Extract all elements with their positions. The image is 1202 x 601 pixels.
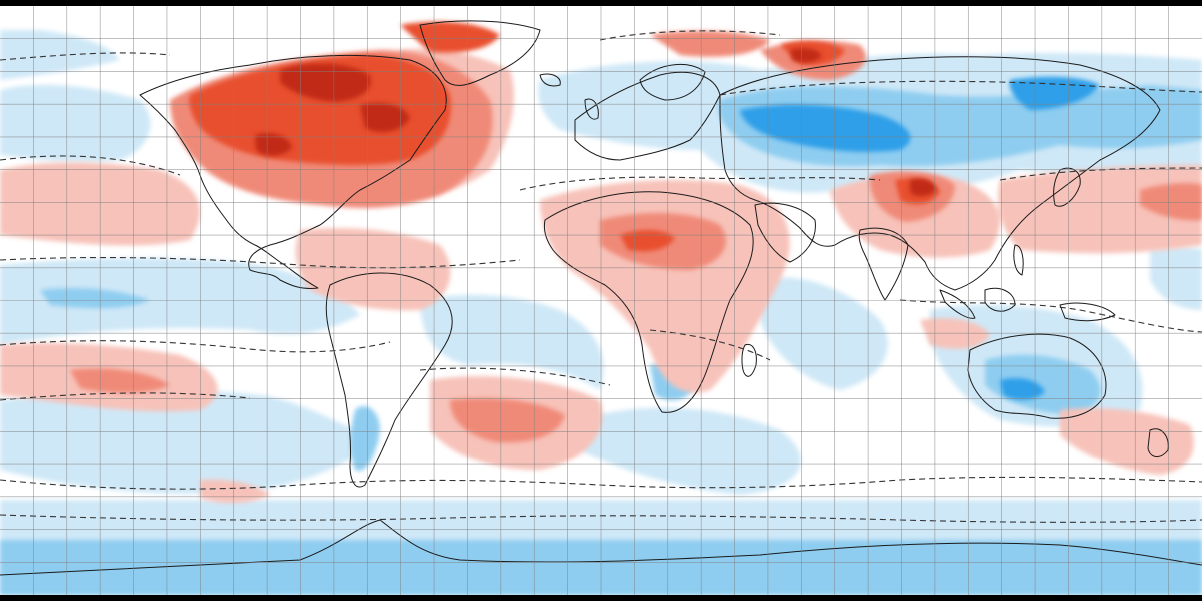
dashed-contours xyxy=(0,30,1202,523)
europe-outline xyxy=(574,71,721,161)
madagascar-outline xyxy=(741,343,757,377)
scandinavia-outline xyxy=(639,63,706,101)
warm-anomaly-darkest xyxy=(255,48,936,197)
philippines-outline xyxy=(1013,244,1024,276)
africa-outline xyxy=(543,191,754,413)
new-guinea-outline xyxy=(1059,302,1116,322)
borneo-outline xyxy=(984,287,1016,312)
north-america-outline xyxy=(139,54,447,289)
bottom-border xyxy=(0,595,1202,601)
uk-outline xyxy=(584,98,599,120)
top-border xyxy=(0,0,1202,6)
cold-anomaly-strong xyxy=(740,76,1100,400)
australia-outline xyxy=(967,333,1107,419)
iceland-outline xyxy=(539,73,561,87)
sumatra-outline xyxy=(939,289,976,319)
asia-outline xyxy=(719,56,1161,291)
new-zealand-outline xyxy=(1147,428,1169,457)
graticule xyxy=(0,6,1202,595)
greenland-outline xyxy=(419,20,541,86)
india-outline xyxy=(858,227,909,301)
arabia-outline xyxy=(754,202,816,263)
